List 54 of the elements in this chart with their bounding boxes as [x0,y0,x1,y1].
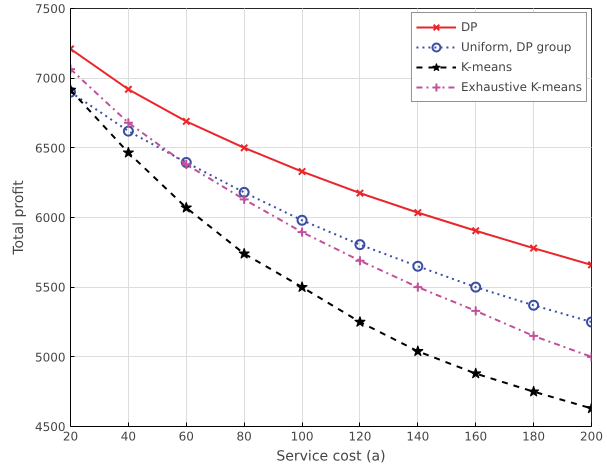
legend-label: DP [460,20,478,34]
point [412,260,424,272]
x-tick-label: 40 [120,430,136,444]
point [240,144,248,152]
point [354,316,366,327]
legend-label: Exhaustive K-means [460,80,582,94]
point [470,282,482,293]
x-tick-label: 100 [290,430,314,444]
point [470,305,482,316]
y-tick-label: 5500 [34,280,66,295]
x-tick-label: 120 [348,430,372,444]
x-tick-label: 20 [62,430,78,444]
x-tick-label: 140 [406,430,430,444]
point [180,202,192,213]
point [528,386,540,397]
x-tick-label: 200 [580,430,603,444]
y-tick-label: 7000 [34,72,66,86]
point [124,85,133,94]
x-tick-label: 180 [522,430,546,444]
point [296,214,308,226]
legend-label: Uniform, DP group [460,40,572,54]
point [529,244,538,252]
legend-label: K-means [460,60,512,74]
point [122,117,134,128]
point [354,255,366,266]
x-axis-title: Service cost (a) [276,448,386,464]
y-tick-label: 7500 [34,2,66,16]
point [472,226,480,235]
y-tick-label: 6500 [34,141,66,156]
point [122,126,134,137]
point [356,188,364,198]
y-tick-label: 6000 [34,211,66,225]
point [296,281,308,292]
point [180,156,192,168]
point [412,282,424,293]
x-tick-label: 60 [178,430,194,444]
point [180,159,192,170]
y-tick-label: 5000 [34,350,66,364]
point [414,208,422,217]
point [470,368,482,379]
point [528,330,540,342]
x-tick-label: 160 [464,430,488,444]
point [182,117,190,126]
point [528,300,540,311]
point [412,345,424,356]
y-axis-title: Total profit [10,180,27,256]
point [296,226,308,238]
point [238,194,250,205]
x-tick-label: 80 [236,430,252,444]
point [122,146,134,158]
point [354,239,366,250]
point [238,186,250,198]
point [298,167,306,176]
point [238,248,250,259]
